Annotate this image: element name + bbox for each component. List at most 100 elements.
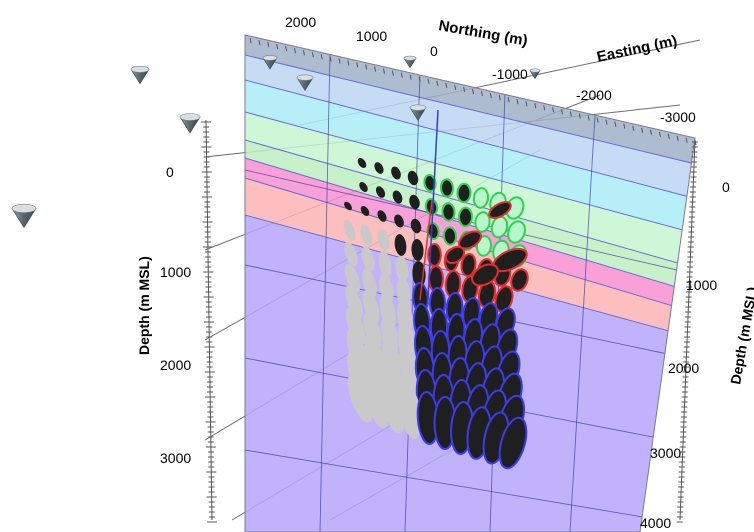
- ellipsoid-marker: [494, 285, 514, 313]
- ellipsoid-marker: [392, 190, 403, 204]
- left-depth-tick-label: 2000: [160, 357, 191, 373]
- left-depth-tick-label: 1000: [160, 264, 191, 280]
- ellipsoid-marker: [409, 194, 420, 210]
- ellipsoid-marker: [442, 226, 458, 246]
- tick-mark: [685, 137, 688, 144]
- station-icon: [529, 68, 541, 80]
- tick-mark: [383, 68, 385, 74]
- right-depth-axis: [676, 139, 698, 523]
- tick-mark: [632, 125, 635, 131]
- tick-mark: [391, 70, 394, 76]
- ellipsoid-marker: [423, 174, 437, 192]
- tick-mark: [614, 121, 617, 127]
- ellipsoid-marker: [361, 246, 375, 272]
- ellipsoid-marker: [359, 181, 368, 193]
- ellipsoid-marker: [344, 241, 358, 267]
- ellipsoid-marker: [410, 218, 422, 234]
- ellipsoid-marker: [394, 234, 407, 256]
- tick-mark: [480, 90, 483, 97]
- tick-mark: [676, 135, 679, 142]
- left-depth-tick-label: 0: [166, 164, 174, 180]
- ellipsoid-marker: [456, 182, 472, 204]
- right-depth-tick-label: 2000: [668, 360, 699, 376]
- tick-mark: [445, 82, 448, 88]
- tick-mark: [507, 97, 510, 103]
- geologic-layer-band: [245, 35, 695, 170]
- right-depth-tick-label: 3000: [650, 445, 681, 461]
- ellipsoid-marker: [395, 256, 409, 282]
- tick-mark: [623, 123, 626, 129]
- tick-mark: [365, 64, 368, 70]
- ellipsoid-marker: [344, 201, 352, 211]
- tick-mark: [525, 101, 528, 107]
- station-icon: [403, 55, 417, 69]
- tick-mark: [578, 113, 581, 119]
- easting-axis-title: Easting (m): [595, 32, 678, 66]
- ellipsoid-marker: [362, 289, 380, 325]
- tick-mark: [249, 37, 252, 44]
- ellipsoid-marker: [345, 307, 366, 345]
- right-depth-tick-label: 1000: [686, 277, 717, 293]
- ellipsoid-cloud: [343, 157, 529, 470]
- ellipsoid-marker: [510, 268, 529, 292]
- ellipsoid-marker: [363, 311, 382, 351]
- ellipsoid-marker: [471, 263, 499, 287]
- ellipsoid-marker: [375, 186, 386, 198]
- tick-mark: [472, 88, 474, 95]
- tick-mark: [356, 62, 359, 68]
- northing-tick-label: 1000: [356, 28, 387, 44]
- ellipsoid-marker: [498, 416, 528, 470]
- tick-mark: [605, 119, 608, 125]
- tick-mark: [498, 95, 501, 101]
- right-depth-tick-label: 0: [722, 179, 730, 195]
- easting-tick-label: -3000: [660, 109, 696, 125]
- geologic-layer-band: [245, 80, 695, 240]
- ellipsoid-marker: [472, 187, 490, 209]
- ellipsoid-marker: [460, 253, 477, 277]
- station-icon: [179, 113, 201, 134]
- tick-mark: [489, 92, 492, 99]
- layer-boundary: [245, 111, 695, 241]
- tick-mark: [276, 44, 279, 50]
- tick-mark: [596, 117, 599, 123]
- grid-line: [245, 449, 695, 531]
- tick-mark: [374, 66, 377, 72]
- ellipsoid-marker: [357, 157, 367, 169]
- ellipsoid-marker: [346, 329, 368, 371]
- tick-mark: [650, 129, 652, 135]
- ellipsoid-marker: [377, 210, 387, 222]
- ellipsoid-marker: [474, 211, 491, 233]
- ellipsoid-marker: [490, 215, 509, 239]
- tick-mark: [641, 127, 644, 133]
- tick-mark: [561, 109, 563, 115]
- layer-boundary: [245, 79, 695, 206]
- ellipsoid-marker: [411, 239, 424, 261]
- geologic-layer-band: [245, 55, 695, 205]
- tick-mark: [418, 76, 421, 82]
- tick-mark: [329, 56, 332, 62]
- northing-tick-label: -1000: [492, 66, 528, 82]
- ellipsoid-marker: [347, 351, 370, 397]
- ellipsoid-marker: [488, 201, 512, 219]
- tick-mark: [667, 133, 670, 139]
- tick-mark: [463, 86, 466, 93]
- station-markers: [11, 55, 541, 229]
- tick-mark: [658, 131, 661, 137]
- tick-mark: [320, 54, 323, 60]
- top-tick-ruler: [249, 37, 697, 146]
- tick-mark: [258, 39, 261, 46]
- ellipsoid-marker: [394, 214, 404, 228]
- ellipsoid-marker: [344, 263, 361, 293]
- panel-outline: [244, 34, 696, 532]
- station-icon: [130, 65, 150, 85]
- ellipsoid-marker: [360, 224, 373, 246]
- ellipsoid-marker: [444, 245, 466, 265]
- grid-line: [569, 114, 596, 532]
- tick-mark: [347, 60, 350, 66]
- layer-boundary: [245, 54, 695, 171]
- tick-mark: [436, 80, 439, 86]
- tick-mark: [285, 46, 288, 52]
- northing-axis-title: Northing (m): [437, 17, 529, 49]
- tick-mark: [534, 103, 537, 109]
